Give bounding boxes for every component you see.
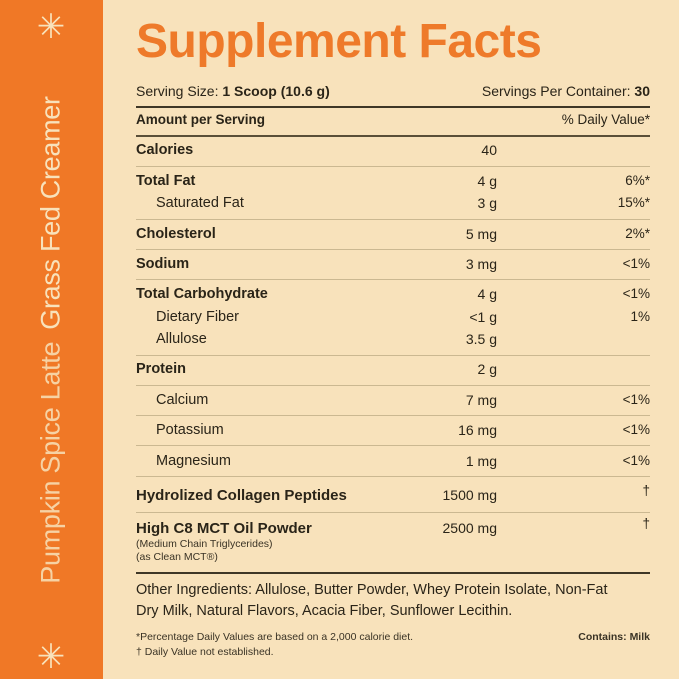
side-banner: ✳ Pumpkin Spice Latte Grass Fed Creamer ✳ <box>0 0 103 679</box>
nutrient-name: Saturated Fat <box>156 195 244 211</box>
nutrient-amount: 4 g <box>477 286 497 302</box>
nutrient-daily-value: <1% <box>622 256 650 271</box>
divider <box>136 385 650 386</box>
nutrient-daily-value: 15%* <box>617 195 650 210</box>
nutrient-amount: 3.5 g <box>465 331 497 347</box>
nutrient-name: Calories <box>136 142 194 158</box>
nutrient-amount: 2 g <box>477 361 497 377</box>
nutrient-amount: 2500 mg <box>442 520 497 536</box>
nutrient-name: Hydrolized Collagen Peptides <box>136 487 347 504</box>
sparkle-icon: ✳ <box>36 8 66 46</box>
divider <box>136 219 650 220</box>
divider <box>136 415 650 416</box>
nutrient-amount: 3 g <box>477 195 497 211</box>
flavor-name: Pumpkin Spice Latte <box>35 341 66 584</box>
nutrient-name: Sodium <box>136 256 190 272</box>
divider <box>136 445 650 446</box>
divider <box>136 355 650 356</box>
divider <box>136 572 650 574</box>
nutrient-name: Total Fat <box>136 173 196 189</box>
serving-size-label: Serving Size: <box>136 83 219 99</box>
serving-size: Serving Size: 1 Scoop (10.6 g) <box>136 83 330 99</box>
nutrient-name: Calcium <box>156 392 209 408</box>
sparkle-icon: ✳ <box>36 638 66 676</box>
amount-header: Amount per Serving <box>136 112 266 127</box>
divider <box>136 106 650 108</box>
nutrient-amount: 1500 mg <box>442 487 497 503</box>
nutrient-daily-value: 1% <box>630 309 650 324</box>
product-name-vertical: Pumpkin Spice Latte Grass Fed Creamer <box>36 96 67 583</box>
divider <box>136 512 650 513</box>
nutrient-amount: 3 mg <box>465 256 497 272</box>
footnote: † Daily Value not established. <box>136 646 274 658</box>
nutrient-amount: <1 g <box>469 309 497 325</box>
nutrient-amount: 7 mg <box>465 392 497 408</box>
nutrient-name: Potassium <box>156 422 224 438</box>
nutrient-daily-value: <1% <box>622 392 650 407</box>
nutrient-daily-value: <1% <box>622 422 650 437</box>
mct-note: (as Clean MCT®) <box>136 551 218 563</box>
dv-header: % Daily Value* <box>561 112 650 127</box>
divider <box>136 476 650 477</box>
nutrient-name: Magnesium <box>156 453 231 469</box>
nutrient-name: Allulose <box>156 331 207 347</box>
allergen-contains: Contains: Milk <box>578 631 650 643</box>
divider <box>136 279 650 280</box>
nutrient-name: Cholesterol <box>136 226 216 242</box>
nutrient-daily-value: 6%* <box>625 173 650 188</box>
ingredients-line: Dry Milk, Natural Flavors, Acacia Fiber,… <box>136 603 513 619</box>
nutrient-amount: 1 mg <box>465 453 497 469</box>
nutrient-amount: 5 mg <box>465 226 497 242</box>
footnote: *Percentage Daily Values are based on a … <box>136 631 414 643</box>
nutrient-daily-value: <1% <box>622 453 650 468</box>
serving-size-value: 1 Scoop (10.6 g) <box>222 83 330 99</box>
servings-per-container: Servings Per Container: 30 <box>482 83 650 99</box>
servings-label: Servings Per Container: <box>481 83 631 99</box>
nutrient-amount: 4 g <box>477 173 497 189</box>
nutrient-amount: 16 mg <box>458 422 497 438</box>
nutrient-amount: 40 <box>481 142 497 158</box>
divider <box>136 135 650 137</box>
servings-value: 30 <box>634 83 650 99</box>
nutrient-daily-value: <1% <box>622 286 650 301</box>
divider <box>136 166 650 167</box>
nutrient-name: Total Carbohydrate <box>136 286 268 302</box>
nutrient-name: Protein <box>136 361 186 377</box>
nutrient-daily-value: 2%* <box>625 226 650 241</box>
nutrient-name: High C8 MCT Oil Powder <box>136 520 312 537</box>
nutrient-daily-value: † <box>642 483 650 498</box>
ingredients-line: Other Ingredients: Allulose, Butter Powd… <box>136 582 608 598</box>
mct-note: (Medium Chain Triglycerides) <box>136 538 273 550</box>
divider <box>136 249 650 250</box>
nutrient-name: Dietary Fiber <box>156 309 239 325</box>
page-title: Supplement Facts <box>136 15 542 68</box>
product-name: Grass Fed Creamer <box>35 96 66 330</box>
nutrient-daily-value: † <box>642 516 650 531</box>
